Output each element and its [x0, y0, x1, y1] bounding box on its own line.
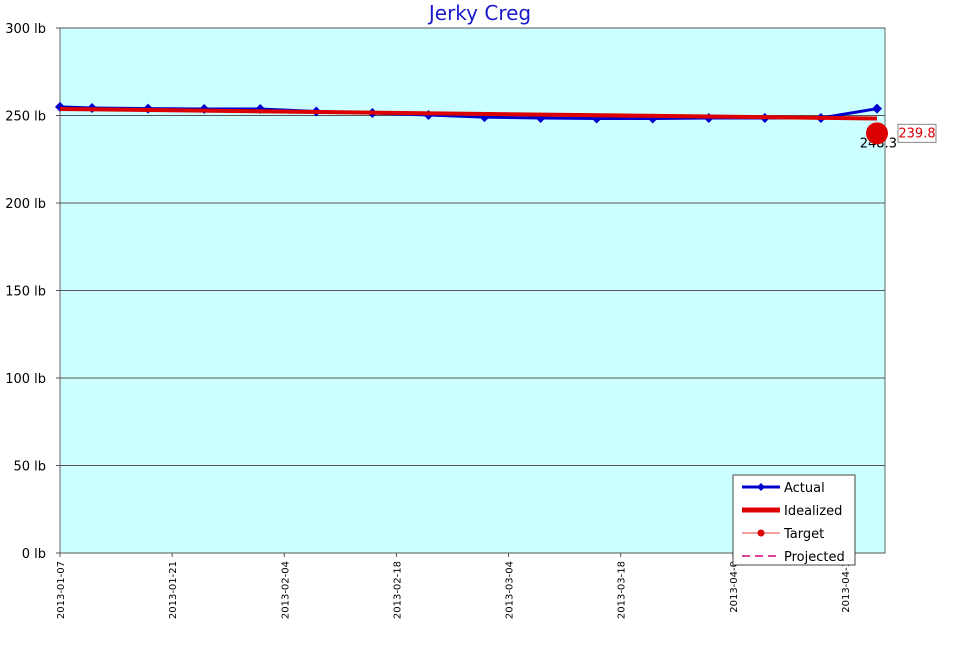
target-label: 239.8	[898, 126, 935, 141]
legend-swatch	[757, 529, 765, 537]
marks: 248.3239.8	[55, 101, 937, 151]
y-tick-label: 100 lb	[5, 372, 46, 387]
target-label-box	[897, 123, 937, 143]
legend-swatch	[757, 483, 765, 491]
grid: 0 lb 50 lb 100 lb 150 lb 200 lb 250 lb 300 lb 2…	[5, 22, 885, 619]
x-tick-label: 2013-01-07	[56, 561, 67, 619]
target-point	[865, 122, 888, 145]
x-tick-label: 2013-04-1	[841, 561, 852, 613]
y-tick-label: 50 lb	[13, 460, 46, 475]
x-tick-label: 2013-03-18	[617, 561, 628, 619]
y-tick-label: 200 lb	[5, 197, 46, 212]
x-tick-label: 2013-03-04	[505, 561, 516, 619]
idealized-line	[59, 107, 878, 121]
chart-title: Jerky Creg	[427, 1, 531, 25]
legend-label: Projected	[784, 550, 845, 565]
y-tick-label: 300 lb	[5, 22, 46, 37]
legend-label: Target	[783, 527, 824, 542]
legend: Actual Idealized Target Projected	[732, 474, 856, 566]
x-tick-label: 2013-04-0	[729, 561, 740, 613]
x-tick-label: 2013-01-21	[168, 561, 179, 619]
y-tick-label: 0 lb	[22, 547, 46, 562]
x-tick-label: 2013-02-18	[392, 561, 403, 619]
legend-label: Actual	[784, 481, 825, 496]
legend-label: Idealized	[784, 504, 842, 519]
y-tick-label: 250 lb	[5, 110, 46, 125]
actual-point	[871, 103, 882, 114]
y-tick-label: 150 lb	[5, 285, 46, 300]
legend-box	[732, 474, 856, 566]
x-tick-label: 2013-02-04	[280, 561, 291, 619]
